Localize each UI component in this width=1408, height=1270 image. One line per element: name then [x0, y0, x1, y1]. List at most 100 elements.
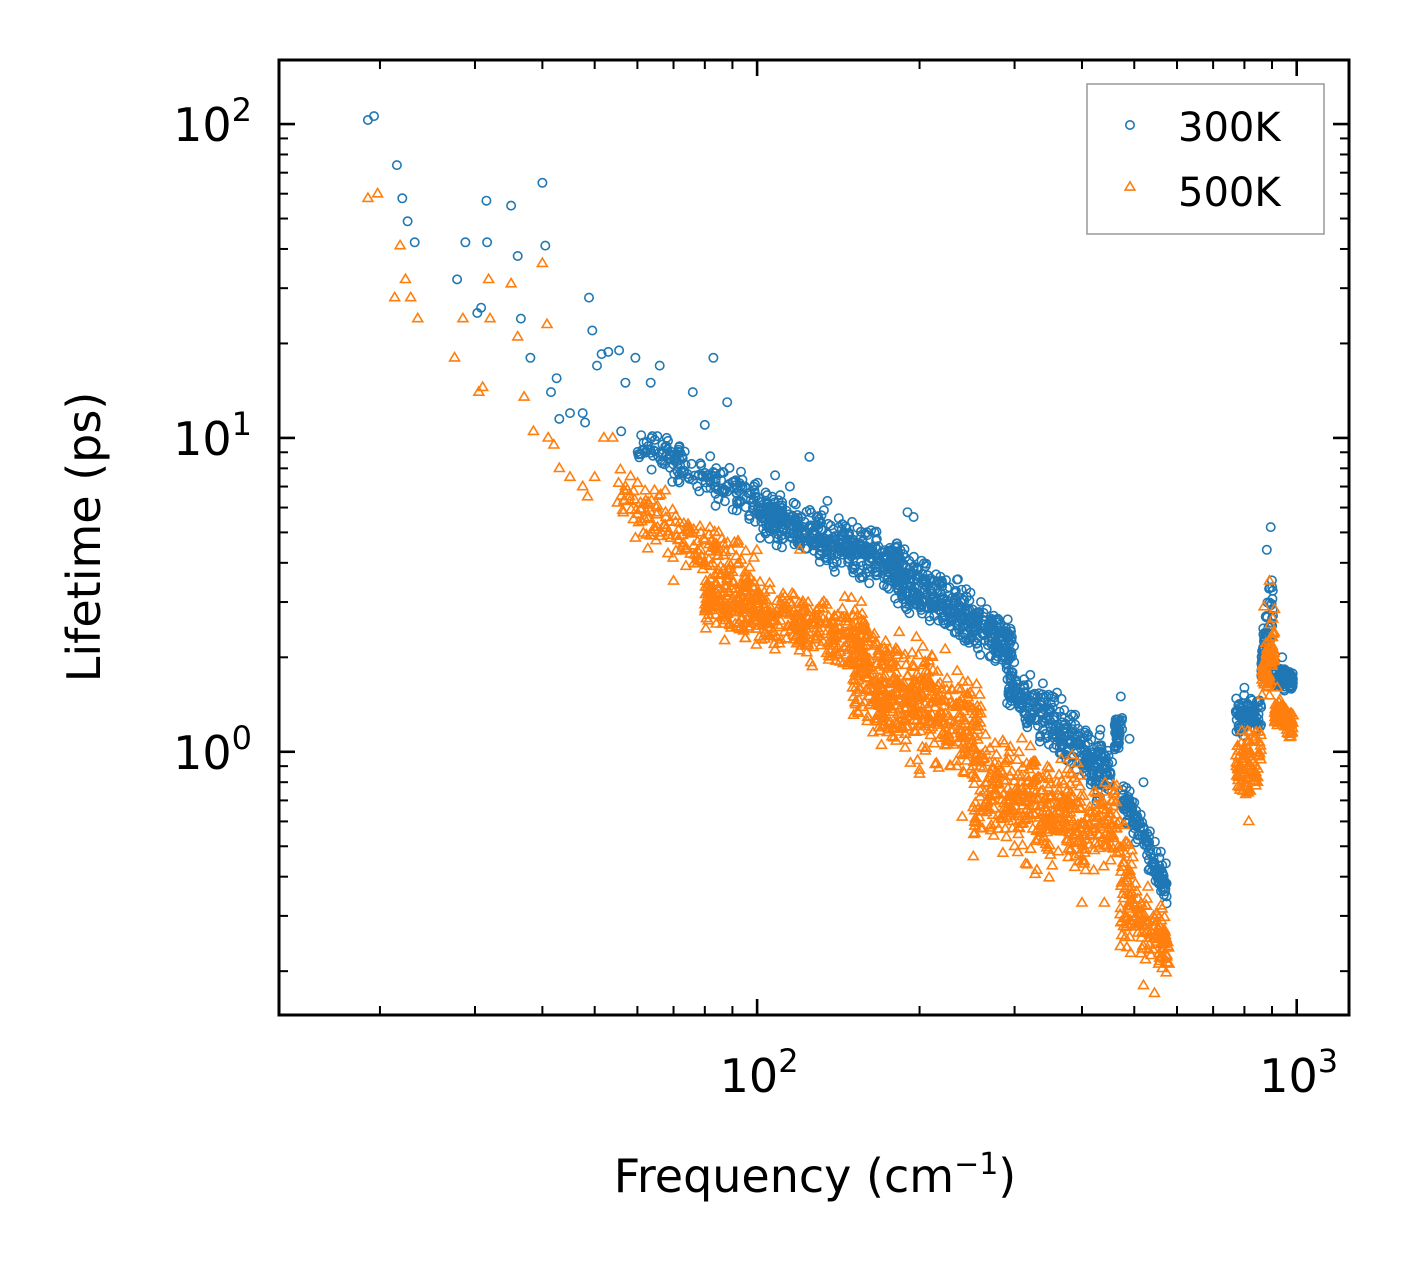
point-300k — [770, 524, 781, 535]
point-500k — [687, 522, 701, 534]
point-300k — [882, 563, 893, 574]
point-500k — [624, 469, 637, 481]
point-500k — [1068, 849, 1082, 861]
point-300k — [1156, 877, 1167, 888]
point-500k — [739, 544, 753, 556]
point-300k — [1125, 807, 1136, 818]
point-500k — [808, 632, 822, 644]
point-500k — [970, 816, 984, 827]
point-500k — [743, 560, 756, 572]
point-500k — [940, 737, 954, 749]
y-tick-label-0: 100 — [173, 719, 252, 780]
point-500k — [1089, 836, 1102, 847]
point-500k — [910, 667, 924, 679]
point-500k — [1131, 917, 1144, 928]
point-300k — [921, 576, 932, 587]
point-300k — [1006, 651, 1017, 662]
point-300k — [1117, 790, 1128, 801]
point-300k — [1001, 659, 1012, 670]
point-300k — [902, 591, 913, 602]
point-500k — [820, 646, 834, 658]
point-300k — [890, 549, 901, 560]
point-500k — [1243, 725, 1257, 737]
point-500k — [1060, 834, 1074, 846]
point-300k — [1039, 697, 1050, 708]
point-500k — [787, 628, 800, 640]
point-500k — [1014, 769, 1028, 781]
point-500k — [1076, 816, 1090, 828]
point-300k — [959, 635, 970, 646]
point-300k — [1253, 723, 1264, 734]
point-500k — [910, 630, 923, 642]
point-500k — [1237, 780, 1250, 792]
x-axis-label-text: Frequency — [614, 1149, 852, 1203]
point-500k — [1000, 830, 1013, 842]
point-500k — [995, 812, 1008, 824]
point-500k — [1095, 816, 1109, 827]
point-500k — [701, 613, 715, 625]
point-300k — [862, 563, 873, 574]
point-500k — [1159, 931, 1173, 943]
point-500k — [1113, 845, 1127, 857]
point-500k — [1110, 821, 1124, 833]
point-500k — [614, 462, 627, 474]
legend-label-500k: 500K — [1178, 170, 1282, 216]
point-500k — [1135, 942, 1149, 953]
point-500k — [1160, 955, 1174, 967]
point-300k — [667, 476, 678, 487]
point-500k — [1134, 931, 1148, 942]
point-500k — [476, 380, 490, 392]
point-300k — [879, 573, 890, 584]
point-300k — [882, 581, 893, 592]
point-500k — [869, 698, 883, 710]
point-500k — [717, 585, 731, 597]
point-500k — [1036, 783, 1050, 795]
point-500k — [1044, 777, 1058, 789]
point-300k — [583, 292, 594, 303]
point-500k — [965, 688, 979, 699]
point-500k — [1087, 784, 1101, 796]
point-300k — [816, 546, 827, 557]
point-300k — [1139, 831, 1150, 842]
point-300k — [768, 501, 779, 512]
point-300k — [1105, 767, 1116, 778]
point-500k — [931, 709, 945, 721]
point-500k — [694, 554, 708, 566]
point-500k — [581, 489, 594, 501]
point-500k — [642, 510, 656, 522]
point-500k — [976, 805, 989, 816]
point-300k — [918, 558, 929, 569]
point-500k — [998, 756, 1012, 768]
point-500k — [787, 604, 801, 616]
point-500k — [789, 617, 803, 628]
point-500k — [1263, 688, 1276, 700]
point-500k — [1152, 957, 1165, 968]
point-300k — [814, 514, 825, 525]
point-300k — [803, 522, 814, 533]
point-300k — [1239, 682, 1250, 693]
point-500k — [717, 537, 730, 549]
point-500k — [749, 622, 763, 633]
point-500k — [1230, 768, 1244, 780]
point-500k — [863, 652, 876, 664]
point-500k — [1113, 939, 1127, 951]
point-300k — [1054, 706, 1065, 717]
point-500k — [612, 476, 626, 488]
point-300k — [1019, 693, 1030, 704]
point-500k — [846, 672, 860, 684]
point-300k — [1140, 835, 1151, 846]
point-300k — [397, 193, 408, 204]
point-500k — [796, 597, 809, 609]
point-300k — [699, 419, 710, 430]
point-500k — [776, 605, 790, 617]
point-500k — [648, 483, 661, 495]
point-300k — [1006, 632, 1017, 643]
point-300k — [748, 481, 759, 492]
point-300k — [1238, 706, 1249, 717]
point-300k — [1135, 822, 1146, 833]
point-500k — [847, 651, 861, 663]
point-300k — [811, 512, 822, 523]
point-500k — [721, 601, 735, 613]
point-500k — [456, 311, 470, 323]
point-500k — [854, 595, 868, 606]
